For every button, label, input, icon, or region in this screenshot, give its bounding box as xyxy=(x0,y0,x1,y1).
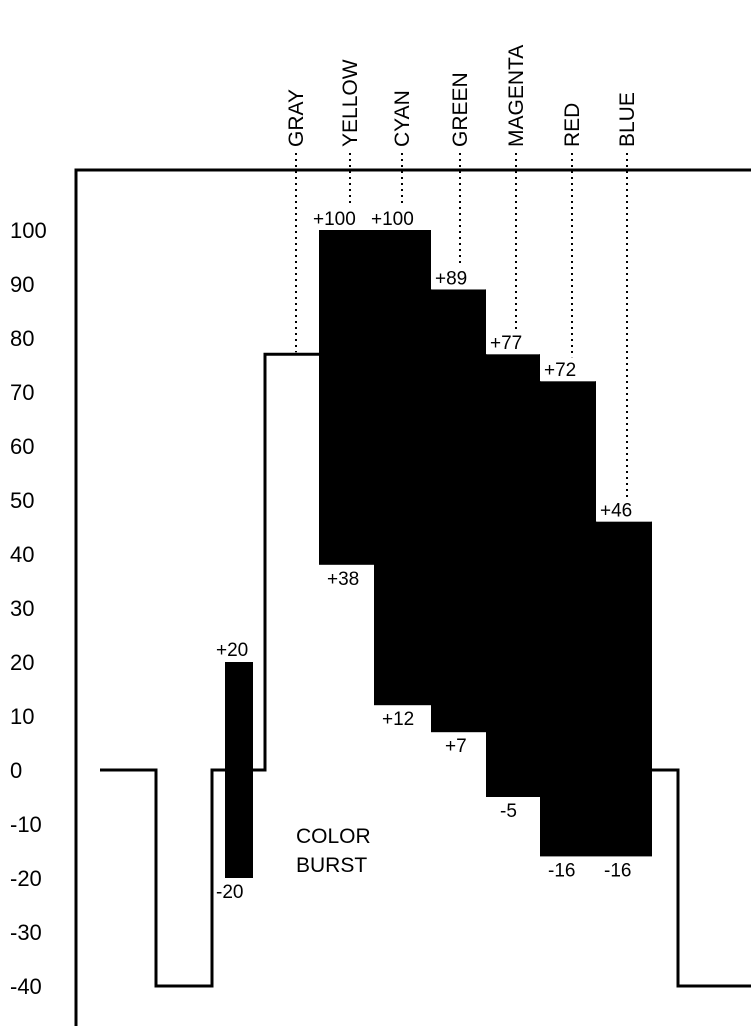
bottom-label-bg xyxy=(320,566,373,589)
value-labels: +100 +38 +100 +12 +89 +7 +77 -5 +72 -16 +46 -16 xyxy=(313,208,651,881)
y-tick-label: 90 xyxy=(10,272,34,297)
bottom-label-bg xyxy=(597,858,651,881)
bar-name-green: GREEN xyxy=(449,72,472,147)
y-tick-label: -30 xyxy=(10,920,42,945)
waveform-front-porch-sync-line xyxy=(100,352,319,988)
y-tick-label: 80 xyxy=(10,326,34,351)
y-tick-label: 60 xyxy=(10,434,34,459)
waveform-tail-line xyxy=(652,768,751,988)
bottom-label-bg xyxy=(487,799,539,821)
bottom-value-label: +12 xyxy=(382,709,414,730)
bar-name-yellow: YELLOW xyxy=(339,59,362,147)
top-value-label: +46 xyxy=(600,501,632,522)
top-value-label: +100 xyxy=(371,209,414,230)
top-label-bg xyxy=(597,499,651,522)
y-tick-label: 100 xyxy=(10,218,47,243)
y-tick-label: 40 xyxy=(10,542,34,567)
color-bar-red xyxy=(540,381,596,857)
bar-name-blue: BLUE xyxy=(616,92,639,147)
color-bar-blue xyxy=(596,521,652,857)
y-tick-label: 0 xyxy=(10,758,22,783)
bottom-value-label: +7 xyxy=(445,736,467,757)
y-tick-label: 20 xyxy=(10,650,34,675)
burst-label-line-2: BURST xyxy=(296,854,367,877)
bottom-label-bg xyxy=(541,858,595,881)
graph-frame xyxy=(74,168,751,1026)
top-value-label: +89 xyxy=(435,268,467,289)
top-value-label: +100 xyxy=(313,209,356,230)
bar-name-cyan: CYAN xyxy=(391,90,414,147)
y-tick-label: 10 xyxy=(10,704,34,729)
color-bar-cyan xyxy=(374,230,431,706)
burst-min-label: -20 xyxy=(216,882,243,903)
y-tick-label: -40 xyxy=(10,974,42,999)
color-bar-green xyxy=(431,289,486,733)
y-tick-label: -20 xyxy=(10,866,42,891)
y-tick-label: 70 xyxy=(10,380,34,405)
y-tick-label: 50 xyxy=(10,488,34,513)
bar-name-gray: GRAY xyxy=(285,89,308,147)
bottom-value-label: -16 xyxy=(604,860,631,881)
y-tick-label: 30 xyxy=(10,596,34,621)
bottom-value-label: -16 xyxy=(548,860,575,881)
top-label-bg xyxy=(541,359,595,382)
top-label-bg xyxy=(432,267,485,290)
top-value-label: +77 xyxy=(490,333,522,354)
top-value-label: +72 xyxy=(544,360,576,381)
bottom-value-label: -5 xyxy=(500,801,517,822)
color-bar-magenta xyxy=(486,354,540,797)
bottom-label-bg xyxy=(375,707,430,730)
burst-max-label: +20 xyxy=(216,640,248,661)
top-label-bg xyxy=(375,208,430,230)
bar-name-magenta: MAGENTA xyxy=(505,45,528,147)
top-label-bg xyxy=(487,332,539,355)
burst-label-line-1: COLOR xyxy=(296,825,371,848)
waveform-outline xyxy=(100,352,751,988)
bar-name-red: RED xyxy=(561,103,584,147)
color-bars xyxy=(319,230,652,857)
bottom-value-label: +38 xyxy=(327,569,359,590)
bottom-label-bg xyxy=(432,734,485,757)
bar-name-labels: GRAY YELLOW CYAN GREEN MAGENTA RED BLUE xyxy=(285,45,639,498)
y-tick-label: -10 xyxy=(10,812,42,837)
top-label-bg xyxy=(320,208,373,230)
color-bar-yellow xyxy=(319,230,374,565)
